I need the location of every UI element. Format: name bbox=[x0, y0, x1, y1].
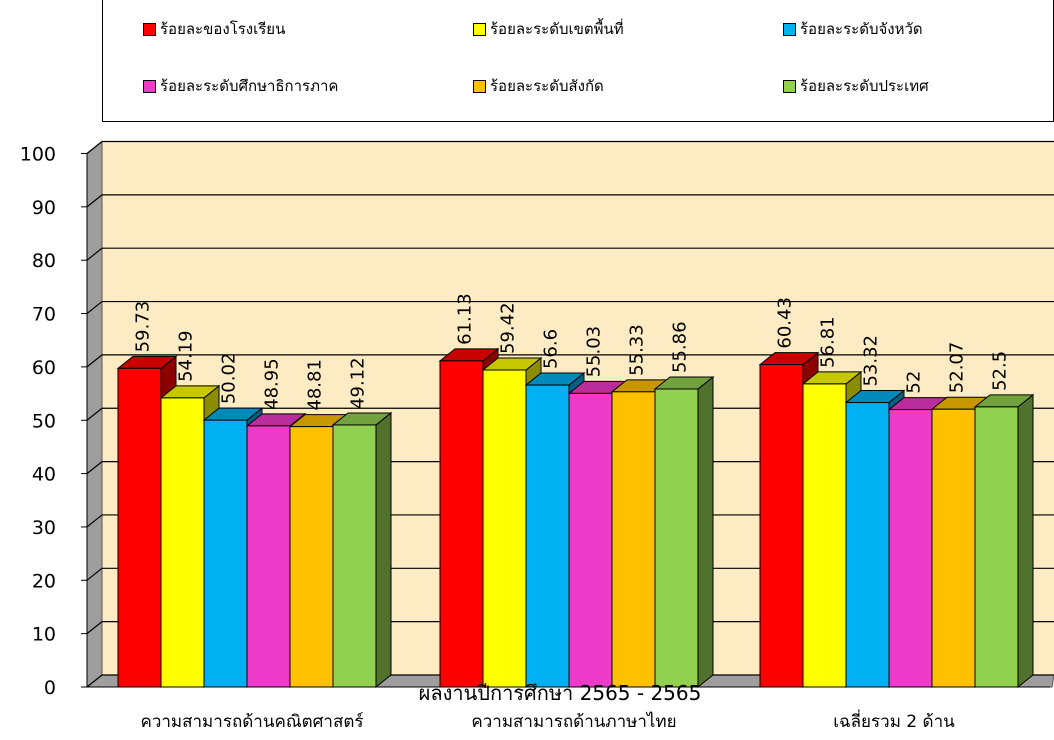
data-label: 53.32 bbox=[861, 335, 882, 387]
legend-label: ร้อยละระดับศึกษาธิการภาค bbox=[160, 77, 339, 95]
data-label: 49.12 bbox=[348, 357, 369, 409]
bar bbox=[246, 425, 291, 688]
data-label: 55.86 bbox=[670, 321, 691, 373]
legend-label: ร้อยละระดับประเทศ bbox=[800, 77, 929, 95]
bar bbox=[845, 402, 890, 688]
legend-item: ร้อยละระดับจังหวัด bbox=[783, 17, 923, 41]
y-tick-label: 50 bbox=[32, 410, 56, 432]
data-label: 55.33 bbox=[627, 324, 648, 376]
bar bbox=[203, 419, 248, 688]
x-tick-label: ความสามารถด้านคณิตศาสตร์ bbox=[140, 712, 363, 732]
y-tick-label: 70 bbox=[32, 304, 56, 326]
data-label: 52.5 bbox=[990, 351, 1011, 391]
legend-item: ร้อยละระดับสังกัด bbox=[473, 74, 604, 98]
data-label: 56.6 bbox=[541, 329, 562, 369]
bar bbox=[525, 384, 570, 688]
gridline bbox=[86, 247, 1054, 261]
gridline bbox=[86, 461, 1054, 475]
legend-swatch bbox=[473, 79, 486, 93]
x-tick-label: เฉลี่ยรวม 2 ด้าน bbox=[833, 709, 955, 732]
bar bbox=[611, 391, 656, 688]
bar bbox=[974, 406, 1019, 688]
bar bbox=[482, 369, 527, 688]
y-tick-label: 60 bbox=[32, 357, 56, 379]
data-label: 48.95 bbox=[262, 358, 283, 410]
bar bbox=[568, 392, 613, 688]
gridline bbox=[86, 407, 1054, 421]
bar-side bbox=[697, 375, 714, 689]
data-label: 50.02 bbox=[219, 353, 240, 405]
gridline bbox=[86, 300, 1054, 315]
gridline bbox=[86, 621, 1054, 635]
legend-label: ร้อยละของโรงเรียน bbox=[160, 20, 286, 38]
bar bbox=[802, 383, 847, 688]
gridline bbox=[86, 514, 1054, 528]
gridline bbox=[86, 674, 1054, 688]
data-label: 59.73 bbox=[133, 301, 154, 353]
legend-label: ร้อยละระดับสังกัด bbox=[490, 77, 604, 95]
legend-item: ร้อยละระดับศึกษาธิการภาค bbox=[143, 74, 338, 98]
y-tick-label: 100 bbox=[20, 144, 56, 166]
data-label: 54.19 bbox=[176, 330, 197, 382]
y-tick-label: 90 bbox=[32, 197, 56, 219]
legend-swatch bbox=[473, 22, 486, 36]
data-label: 52.07 bbox=[947, 342, 968, 394]
bar-side bbox=[1017, 393, 1034, 689]
data-label: 56.81 bbox=[818, 316, 839, 368]
bar bbox=[654, 388, 699, 688]
legend-swatch bbox=[783, 79, 796, 93]
data-label: 61.13 bbox=[455, 293, 476, 345]
y-tick-label: 0 bbox=[44, 677, 56, 699]
gridline bbox=[86, 567, 1054, 581]
y-tick-label: 30 bbox=[32, 517, 56, 539]
gridline bbox=[86, 354, 1054, 368]
gridline bbox=[86, 194, 1054, 208]
legend-swatch bbox=[143, 22, 156, 36]
overlay-text: ผลงานปีการศึกษา 2565 - 2565 bbox=[419, 681, 702, 705]
legend-item: ร้อยละระดับเขตพื้นที่ bbox=[473, 17, 624, 41]
y-tick-label: 20 bbox=[32, 570, 56, 592]
data-label: 55.03 bbox=[584, 326, 605, 378]
legend: ร้อยละของโรงเรียน ร้อยละระดับเขตพื้นที่ ร้… bbox=[102, 0, 1054, 122]
data-label: 59.42 bbox=[498, 302, 519, 354]
bar bbox=[289, 426, 334, 688]
bar bbox=[160, 397, 205, 688]
bar bbox=[931, 408, 976, 688]
data-label: 52 bbox=[904, 371, 925, 394]
bar bbox=[888, 409, 933, 688]
legend-label: ร้อยละระดับเขตพื้นที่ bbox=[490, 20, 624, 38]
x-tick-label: ความสามารถด้านภาษาไทย bbox=[471, 711, 676, 732]
bar bbox=[439, 360, 484, 688]
bar-side bbox=[375, 411, 392, 689]
data-label: 48.81 bbox=[305, 359, 326, 411]
data-label: 60.43 bbox=[775, 297, 796, 349]
legend-swatch bbox=[783, 22, 796, 36]
y-tick-label: 10 bbox=[32, 624, 56, 646]
bar bbox=[332, 424, 377, 688]
bar bbox=[759, 364, 804, 688]
legend-item: ร้อยละของโรงเรียน bbox=[143, 17, 285, 41]
legend-item: ร้อยละระดับประเทศ bbox=[783, 74, 929, 98]
y-tick-label: 80 bbox=[32, 250, 56, 272]
y-tick-label: 40 bbox=[32, 464, 56, 486]
gridline bbox=[86, 140, 1054, 154]
legend-label: ร้อยละระดับจังหวัด bbox=[800, 20, 923, 38]
bar bbox=[117, 367, 162, 688]
legend-swatch bbox=[143, 79, 156, 93]
